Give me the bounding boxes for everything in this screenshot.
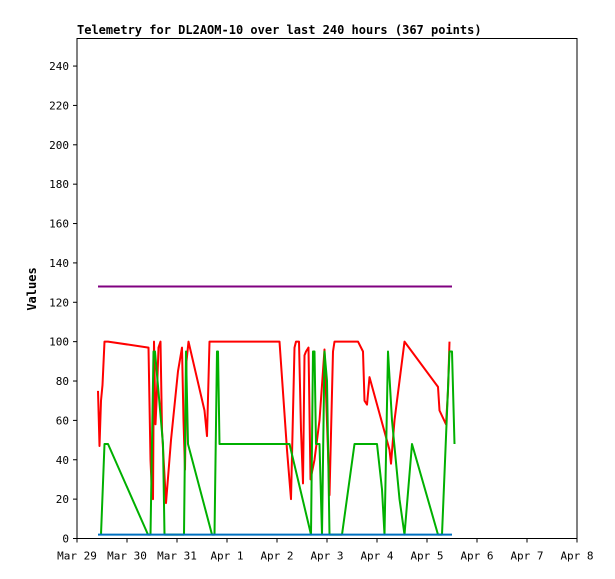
y-tick-label: 120 (49, 296, 69, 309)
series-line (100, 350, 456, 536)
y-tick-label: 160 (49, 218, 69, 231)
y-tick-label: 220 (49, 99, 69, 112)
y-tick-label: 100 (49, 336, 69, 349)
x-tick-label: Apr 3 (310, 550, 343, 563)
x-tick-label: Apr 6 (460, 550, 493, 563)
y-tick-label: 240 (49, 60, 69, 73)
x-tick-label: Apr 4 (360, 550, 393, 563)
y-tick-label: 140 (49, 257, 69, 270)
y-axis-title: Values (25, 267, 39, 310)
x-tick-label: Apr 7 (510, 550, 543, 563)
x-tick-label: Mar 31 (157, 550, 197, 563)
x-tick-label: Apr 5 (410, 550, 443, 563)
y-tick-label: 60 (56, 414, 69, 427)
x-tick-label: Mar 29 (57, 550, 97, 563)
y-tick-label: 20 (56, 493, 69, 506)
series-line (97, 340, 451, 505)
y-tick-label: 200 (49, 139, 69, 152)
x-tick-label: Mar 30 (107, 550, 147, 563)
y-tick-label: 0 (62, 533, 69, 546)
chart-title: Telemetry for DL2AOM-10 over last 240 ho… (77, 23, 482, 37)
y-tick-label: 180 (49, 178, 69, 191)
y-tick-label: 80 (56, 375, 69, 388)
x-tick-label: Apr 2 (260, 550, 293, 563)
x-tick-label: Apr 1 (210, 550, 243, 563)
x-tick-label: Apr 8 (560, 550, 593, 563)
y-tick-label: 40 (56, 454, 69, 467)
